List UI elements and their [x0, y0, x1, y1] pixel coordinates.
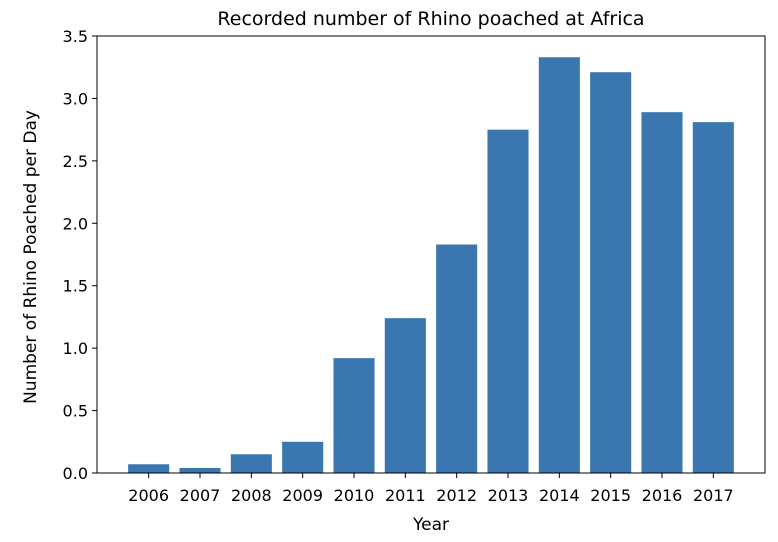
x-tick-label: 2011	[385, 486, 426, 505]
y-axis: 0.0 0.5 1.0 1.5 2.0 2.5 3.0 3.5	[63, 27, 97, 483]
bar-2011	[384, 318, 426, 473]
x-tick-label: 2006	[128, 486, 169, 505]
chart-title: Recorded number of Rhino poached at Afri…	[217, 8, 644, 30]
x-tick-label: 2010	[334, 486, 375, 505]
x-tick-label: 2008	[231, 486, 272, 505]
bar-2015	[590, 72, 632, 474]
x-tick-label: 2012	[436, 486, 477, 505]
bar-2009	[282, 441, 324, 473]
y-tick-label: 0.5	[63, 402, 88, 421]
bar-2013	[487, 129, 529, 473]
y-tick-label: 0.0	[63, 464, 88, 483]
y-tick-label: 3.5	[63, 27, 88, 46]
y-tick-label: 1.5	[63, 277, 88, 296]
bar-2010	[333, 358, 375, 473]
y-tick-label: 2.0	[63, 214, 88, 233]
x-tick-label: 2007	[180, 486, 221, 505]
x-tick-label: 2013	[488, 486, 529, 505]
bar-2006	[128, 464, 170, 473]
x-tick-label: 2015	[590, 486, 631, 505]
x-tick-label: 2017	[693, 486, 734, 505]
y-tick-label: 2.5	[63, 152, 88, 171]
plot-area	[96, 35, 766, 474]
y-tick-label: 3.0	[63, 89, 88, 108]
plot-frame	[96, 35, 766, 474]
bar-2007	[179, 468, 221, 473]
bar-2012	[436, 244, 478, 473]
x-axis-label: Year	[412, 515, 449, 535]
x-tick-label: 2016	[642, 486, 683, 505]
bar-2016	[641, 112, 683, 473]
y-tick-label: 1.0	[63, 339, 88, 358]
bar-2008	[230, 454, 272, 473]
bar-2017	[692, 122, 734, 474]
x-axis: 2006 2007 2008 2009 2010 2011 2012 2013 2014 2015…	[128, 473, 734, 505]
y-axis-label: Number of Rhino Poached per Day	[21, 110, 41, 404]
x-tick-label: 2009	[282, 486, 323, 505]
bar-2014	[538, 57, 580, 473]
x-tick-label: 2014	[539, 486, 580, 505]
